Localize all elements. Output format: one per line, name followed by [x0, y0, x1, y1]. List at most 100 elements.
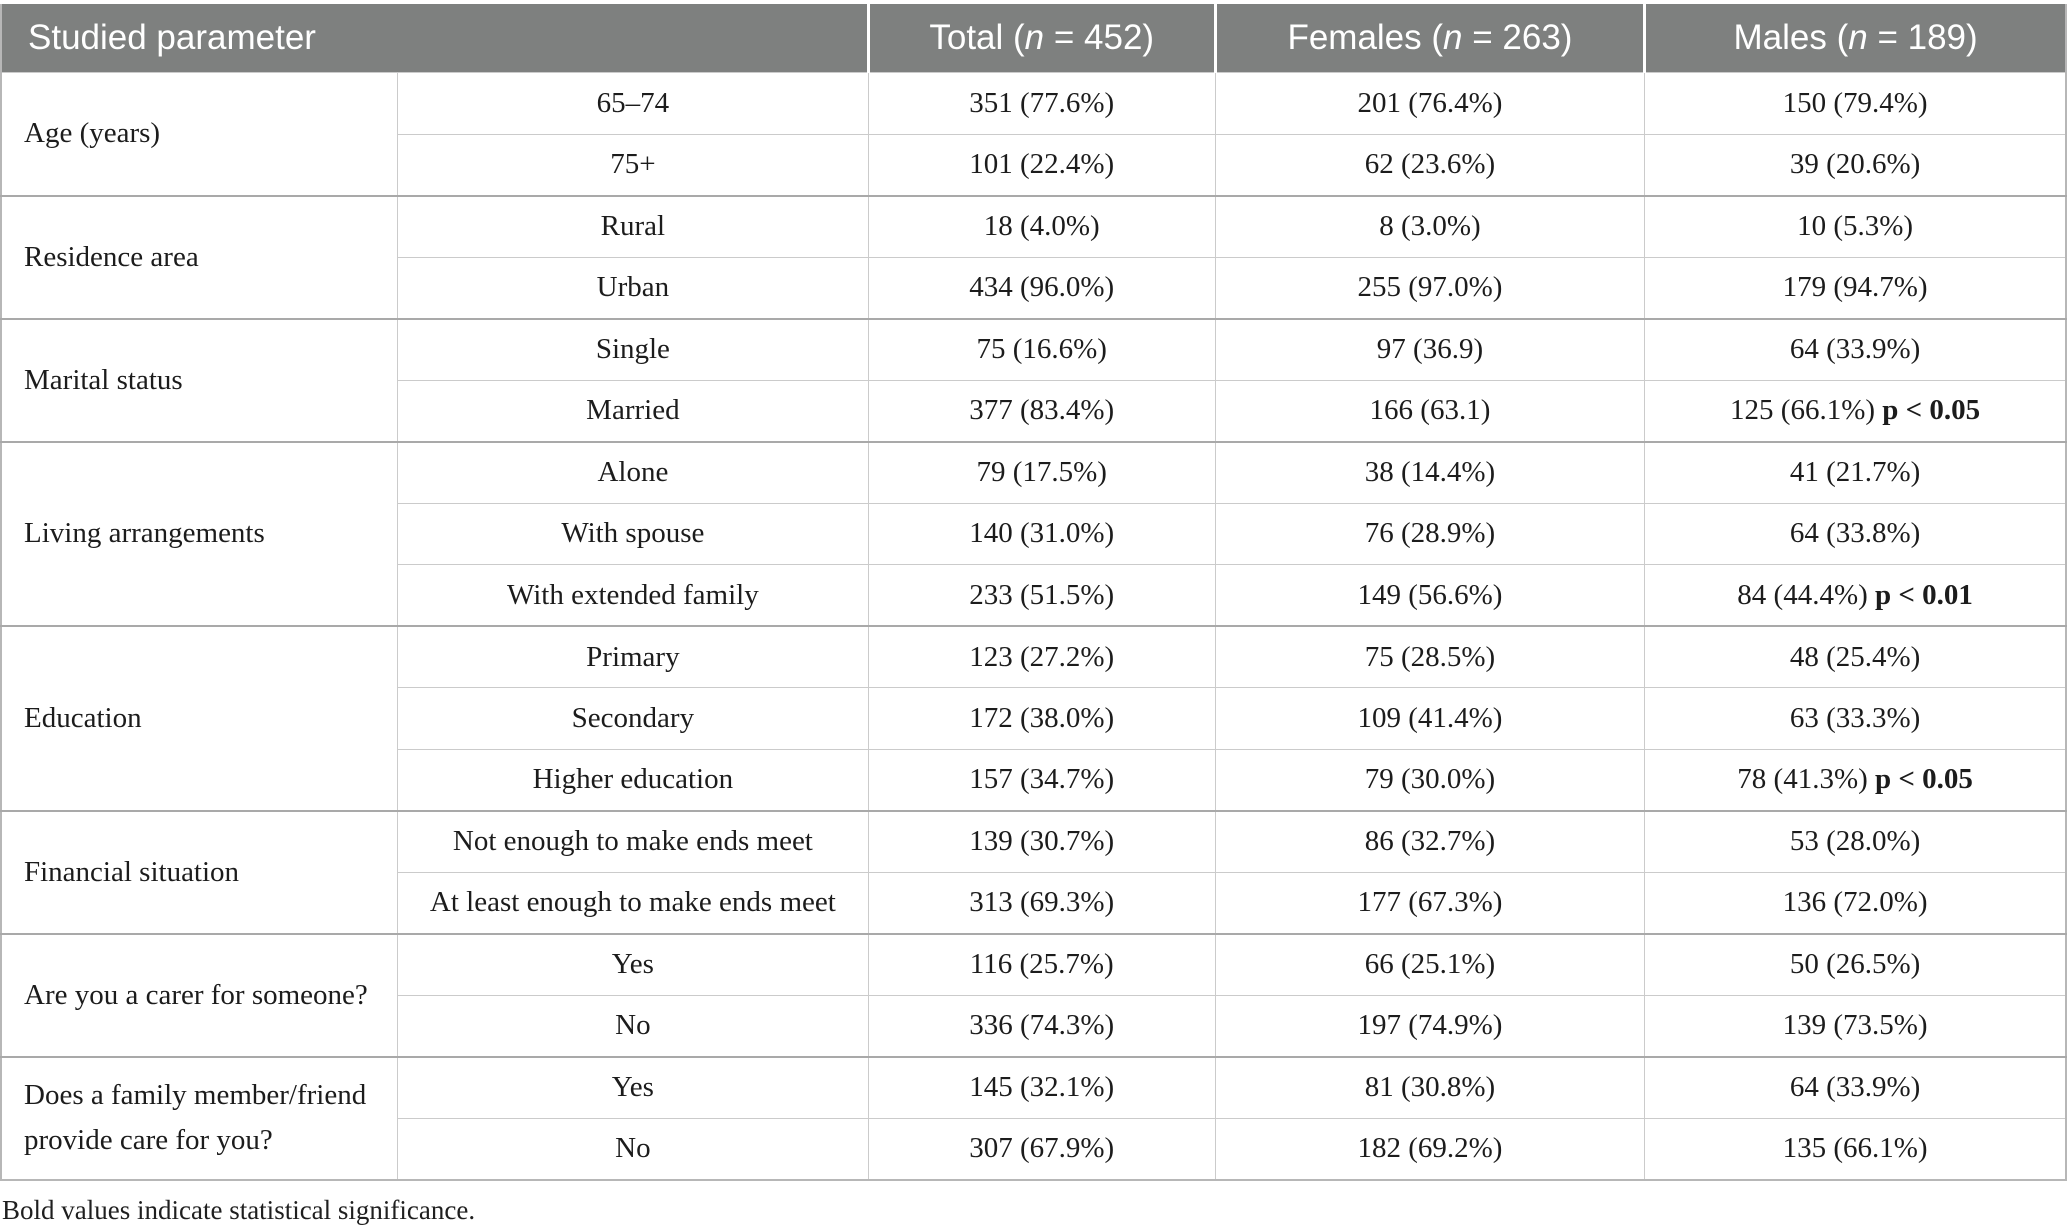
category-cell: Primary: [396, 625, 869, 688]
males-value: 78 (41.3%): [1737, 763, 1876, 795]
header-studied-parameter: Studied parameter: [1, 4, 869, 73]
header-total-text: Total (: [929, 18, 1025, 57]
total-cell: 139 (30.7%): [867, 810, 1216, 873]
table-row: Secondary 172 (38.0%) 109 (41.4%) 63 (33…: [1, 687, 2067, 750]
total-cell: 75 (16.6%): [867, 318, 1216, 381]
males-cell: 53 (28.0%): [1644, 810, 2067, 873]
category-cell: Rural: [396, 195, 869, 258]
females-cell: 86 (32.7%): [1214, 810, 1646, 873]
males-cell: 136 (72.0%): [1644, 871, 2067, 934]
p-value: p < 0.05: [1875, 763, 1973, 795]
category-cell: No: [396, 1117, 869, 1180]
category-cell: At least enough to make ends meet: [396, 871, 869, 934]
header-males: Males (n = 189): [1643, 4, 2066, 73]
males-value: 135 (66.1%): [1782, 1132, 1928, 1164]
males-value: 150 (79.4%): [1782, 86, 1928, 119]
category-cell: Not enough to make ends meet: [396, 810, 869, 873]
total-cell: 307 (67.9%): [867, 1117, 1216, 1180]
category-cell: No: [396, 994, 869, 1057]
males-value: 84 (44.4%): [1737, 578, 1876, 611]
males-cell: 78 (41.3%) p < 0.05: [1644, 748, 2067, 811]
total-cell: 351 (77.6%): [867, 72, 1216, 135]
table-row: Are you a carer for someone? Yes 116 (25…: [0, 933, 2067, 1057]
parameter-cell: Marital status: [0, 318, 398, 442]
females-cell: 109 (41.4%): [1214, 687, 1646, 750]
table-row: With extended family 233 (51.5%) 149 (56…: [1, 564, 2067, 627]
table-row: Age (years) 65–74 351 (77.6%) 201 (76.4%…: [0, 72, 2067, 196]
footnote: Bold values indicate statistical signifi…: [2, 1194, 476, 1225]
table-row: Living arrangements Alone 79 (17.5%) 38 …: [0, 441, 2067, 627]
parameter-cell: Does a family member/friend provide care…: [0, 1056, 398, 1180]
males-value: 125 (66.1%): [1730, 394, 1883, 426]
table-header: Studied parameter Total (n = 452) Female…: [1, 4, 2066, 73]
total-cell: 434 (96.0%): [867, 256, 1216, 319]
females-cell: 62 (23.6%): [1214, 133, 1646, 196]
total-cell: 79 (17.5%): [867, 441, 1216, 504]
total-cell: 233 (51.5%): [867, 564, 1216, 627]
total-cell: 313 (69.3%): [867, 871, 1216, 934]
total-cell: 336 (74.3%): [867, 994, 1216, 1057]
header-females-text: Females (: [1287, 18, 1444, 57]
header-females-n: n: [1443, 18, 1463, 57]
category-cell: Married: [396, 379, 869, 442]
males-cell: 84 (44.4%) p < 0.01: [1644, 564, 2067, 627]
females-cell: 97 (36.9): [1214, 318, 1646, 381]
parameter-cell: Financial situation: [0, 810, 398, 934]
females-cell: 66 (25.1%): [1214, 933, 1646, 996]
group-living: Living arrangements Alone 79 (17.5%) 38 …: [0, 441, 2067, 627]
total-cell: 157 (34.7%): [867, 748, 1216, 811]
demographics-table: Studied parameter Total (n = 452) Female…: [0, 4, 2067, 1181]
males-value: 41 (21.7%): [1789, 456, 1921, 488]
total-cell: 172 (38.0%): [867, 687, 1216, 750]
males-cell: 64 (33.9%): [1644, 1056, 2067, 1119]
category-cell: 65–74: [396, 72, 869, 135]
category-cell: Yes: [396, 1056, 869, 1119]
females-cell: 182 (69.2%): [1214, 1117, 1646, 1180]
table-row: Married 377 (83.4%) 166 (63.1) 125 (66.1…: [1, 379, 2067, 442]
males-value: 48 (25.4%): [1789, 640, 1921, 673]
category-cell: Secondary: [396, 687, 869, 750]
category-cell: With spouse: [396, 502, 869, 565]
males-cell: 139 (73.5%): [1644, 994, 2067, 1057]
header-total: Total (n = 452): [866, 4, 1216, 73]
males-value: 39 (20.6%): [1789, 148, 1921, 180]
category-cell: 75+: [396, 133, 869, 196]
group-age: Age (years) 65–74 351 (77.6%) 201 (76.4%…: [0, 72, 2067, 196]
males-value: 64 (33.9%): [1789, 333, 1921, 365]
total-cell: 123 (27.2%): [867, 625, 1216, 688]
header-males-count: = 189): [1867, 18, 1978, 57]
females-cell: 166 (63.1): [1214, 379, 1646, 442]
total-cell: 101 (22.4%): [867, 133, 1216, 196]
table-row: 75+ 101 (22.4%) 62 (23.6%) 39 (20.6%): [1, 133, 2067, 196]
males-cell: 64 (33.9%): [1644, 318, 2067, 381]
table-row: Financial situation Not enough to make e…: [0, 810, 2067, 934]
males-cell: 48 (25.4%): [1644, 625, 2067, 688]
females-cell: 76 (28.9%): [1214, 502, 1646, 565]
total-cell: 18 (4.0%): [867, 195, 1216, 258]
parameter-cell: Education: [0, 625, 398, 811]
males-value: 63 (33.3%): [1789, 701, 1921, 734]
category-cell: Higher education: [396, 748, 869, 811]
females-cell: 149 (56.6%): [1214, 564, 1646, 627]
females-cell: 201 (76.4%): [1214, 72, 1646, 135]
category-cell: With extended family: [396, 564, 869, 627]
header-males-text: Males (: [1733, 18, 1849, 57]
total-cell: 145 (32.1%): [867, 1056, 1216, 1119]
group-marital: Marital status Single 75 (16.6%) 97 (36.…: [0, 318, 2067, 442]
females-cell: 75 (28.5%): [1214, 625, 1646, 688]
males-cell: 179 (94.7%): [1644, 256, 2067, 319]
males-cell: 150 (79.4%): [1644, 72, 2067, 135]
header-total-n: n: [1024, 18, 1045, 57]
header-males-n: n: [1848, 18, 1868, 57]
males-value: 50 (26.5%): [1789, 948, 1921, 980]
category-cell: Urban: [396, 256, 869, 319]
males-value: 53 (28.0%): [1789, 825, 1921, 857]
parameter-cell: Are you a carer for someone?: [0, 933, 398, 1057]
group-family-care: Does a family member/friend provide care…: [0, 1056, 2067, 1180]
table-row: Marital status Single 75 (16.6%) 97 (36.…: [0, 318, 2067, 442]
males-cell: 63 (33.3%): [1644, 687, 2067, 750]
males-value: 64 (33.9%): [1789, 1071, 1921, 1103]
females-cell: 81 (30.8%): [1214, 1056, 1646, 1119]
males-value: 179 (94.7%): [1782, 271, 1928, 303]
